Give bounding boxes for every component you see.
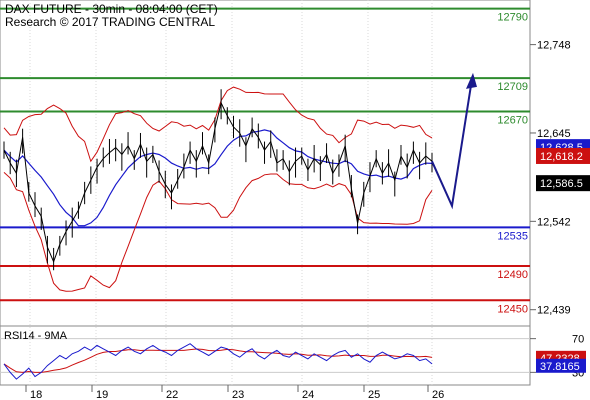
support-resistance-levels: 12790 12709 12670 12535 12490 12450 <box>0 7 530 315</box>
level-label: 12790 <box>497 12 528 24</box>
level-label: 12450 <box>497 303 528 315</box>
ma-line <box>3 129 433 227</box>
rsi-tick-label: 70 <box>572 334 584 346</box>
price-tag-label: 12,618.2 <box>540 151 583 163</box>
chart-subtitle: Research © 2017 TRADING CENTRAL <box>5 15 215 29</box>
price-tags: 12,628.512,618.212,586.5 <box>536 139 590 192</box>
x-tick-label: 26 <box>432 389 444 400</box>
rsi-tag-label: 37.8165 <box>540 361 580 373</box>
forecast-arrow <box>431 72 477 210</box>
upper-band-line <box>3 86 433 163</box>
lower-band-line <box>3 172 433 292</box>
price-line <box>3 101 433 264</box>
x-tick-label: 19 <box>96 389 108 400</box>
x-tick-label: 25 <box>368 389 380 400</box>
rsi-plot-frame <box>0 325 531 386</box>
level-label: 12490 <box>497 269 528 281</box>
level-label: 12709 <box>497 81 528 93</box>
y-tick-label: 12,748 <box>537 40 571 52</box>
price-tag-box <box>536 147 590 164</box>
y-tick-label: 12,439 <box>537 305 571 317</box>
y-axis-ticks: 12,748 12,645 12,542 12,439 <box>530 40 571 317</box>
chart-title: DAX FUTURE - 30min - 08:04:00 (CET) <box>5 2 218 16</box>
x-axis-ticks: 18 19 22 23 24 25 26 <box>25 385 444 400</box>
x-tick-label: 22 <box>166 389 178 400</box>
rsi-tag-box <box>536 358 586 373</box>
price-tag-box <box>536 175 590 192</box>
y-tick-label: 12,542 <box>537 216 571 228</box>
x-tick-label: 23 <box>232 389 244 400</box>
x-tick-label: 24 <box>302 389 314 400</box>
x-tick-label: 18 <box>30 389 42 400</box>
rsi-ma-line <box>3 348 433 373</box>
level-label: 12535 <box>497 230 528 242</box>
rsi-line <box>3 343 433 380</box>
forecast-arrowhead <box>466 72 477 89</box>
rsi-series: 703047.232837.8165 <box>0 334 586 380</box>
moving-average <box>3 129 433 227</box>
forecast-path <box>431 78 473 210</box>
bollinger-bands <box>3 86 433 292</box>
level-label: 12670 <box>497 115 528 127</box>
y-tick-label: 12,645 <box>537 128 571 140</box>
price-tag-label: 12,586.5 <box>540 178 583 190</box>
rsi-label: RSI14 - 9MA <box>4 330 68 342</box>
price-series <box>3 89 433 271</box>
day-gridlines <box>29 0 433 385</box>
